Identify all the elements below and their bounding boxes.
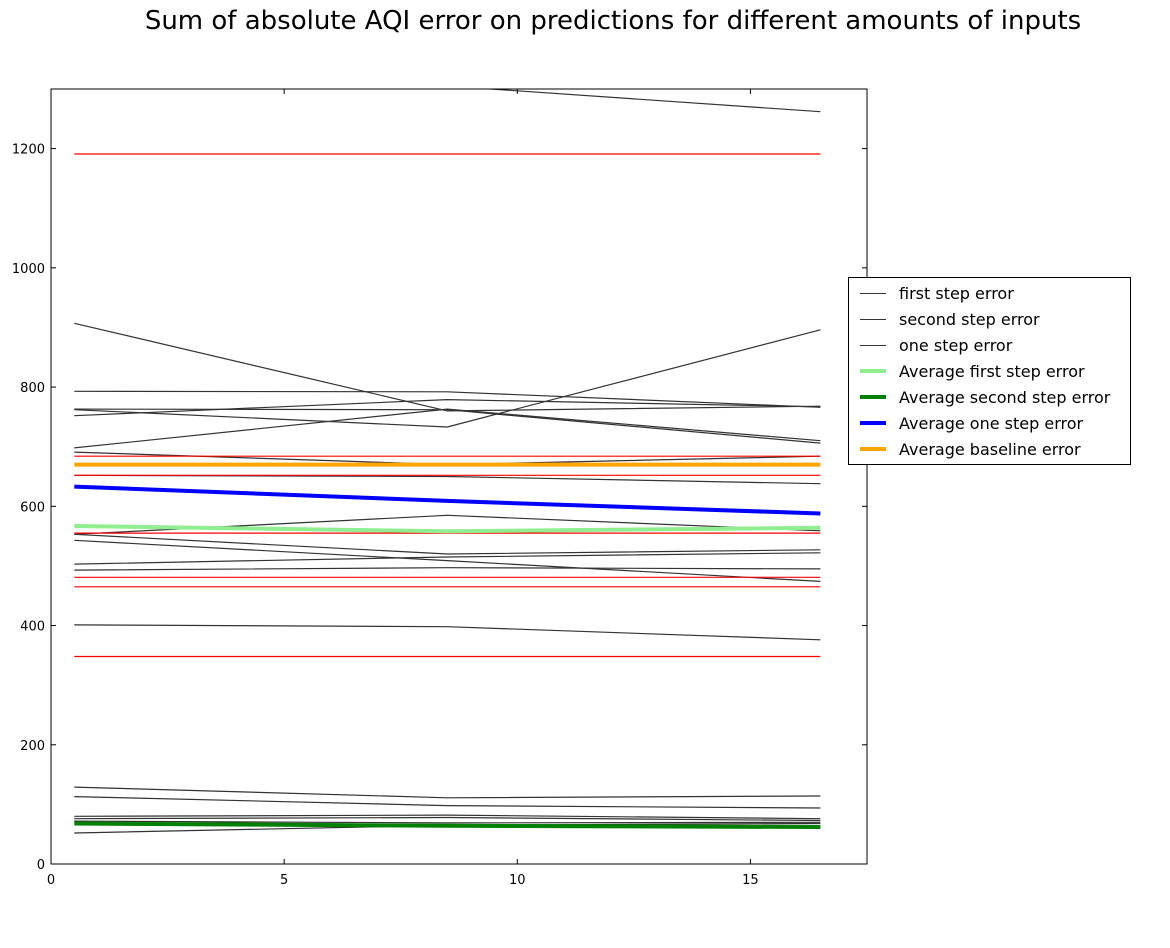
error-line-16 xyxy=(74,786,821,799)
error-line-9 xyxy=(74,474,821,485)
average-line-1 xyxy=(74,524,821,534)
x-tick-label: 5 xyxy=(280,873,288,888)
y-tick-label: 600 xyxy=(20,500,45,515)
error-line-2 xyxy=(74,322,821,412)
legend-item: Average one step error xyxy=(849,411,1132,437)
legend-item: Average baseline error xyxy=(849,437,1132,463)
x-tick-label: 10 xyxy=(509,873,526,888)
error-line-18 xyxy=(74,814,821,820)
average-line-3 xyxy=(74,484,821,516)
error-line-5 xyxy=(74,399,821,417)
legend-swatch xyxy=(860,421,886,425)
legend-swatch xyxy=(860,293,886,294)
legend-item: first step error xyxy=(849,281,1132,307)
error-line-20 xyxy=(74,820,821,824)
legend-label: Average first step error xyxy=(899,362,1085,381)
error-line-7 xyxy=(74,408,821,449)
error-line-4 xyxy=(74,329,821,428)
plot-area-frame xyxy=(50,88,868,865)
series-layer xyxy=(74,89,821,834)
error-line-14 xyxy=(74,567,821,571)
y-tick-label: 800 xyxy=(20,381,45,396)
legend-label: one step error xyxy=(899,336,1013,355)
error-line-13 xyxy=(74,552,821,565)
legend-item: one step error xyxy=(849,333,1132,359)
legend-swatch xyxy=(860,369,886,373)
y-tick-label: 1000 xyxy=(12,262,45,277)
legend-label: Average one step error xyxy=(899,414,1084,433)
x-tick-label: 0 xyxy=(47,873,55,888)
average-line-2 xyxy=(74,821,821,829)
legend-label: first step error xyxy=(899,284,1014,303)
legend-label: Average second step error xyxy=(899,388,1111,407)
chart-title: Sum of absolute AQI error on predictions… xyxy=(144,6,1082,36)
legend-swatch xyxy=(860,395,886,399)
x-tick-label: 15 xyxy=(742,873,759,888)
y-tick-label: 400 xyxy=(20,620,45,635)
y-tick-label: 0 xyxy=(37,858,45,873)
legend: first step error second step error one ste… xyxy=(848,277,1131,465)
error-line-17 xyxy=(74,796,821,809)
legend-label: second step error xyxy=(899,310,1040,329)
error-line-19 xyxy=(74,816,821,822)
error-line-1 xyxy=(482,89,821,113)
legend-label: Average baseline error xyxy=(899,440,1081,459)
error-line-12 xyxy=(74,539,821,582)
axis-ticks: 0 5 10 15 0 200 400 600 800 1000 1200 xyxy=(12,89,867,888)
legend-swatch xyxy=(860,345,886,346)
y-tick-label: 200 xyxy=(20,739,45,754)
error-line-15 xyxy=(74,624,821,641)
legend-swatch xyxy=(860,319,886,320)
legend-item: Average second step error xyxy=(849,385,1132,411)
y-tick-label: 1200 xyxy=(12,143,45,158)
legend-item: second step error xyxy=(849,307,1132,333)
error-line-3 xyxy=(74,390,821,408)
error-line-6 xyxy=(74,408,821,444)
legend-item: Average first step error xyxy=(849,359,1132,385)
error-line-11 xyxy=(74,533,821,555)
legend-swatch xyxy=(860,447,886,451)
